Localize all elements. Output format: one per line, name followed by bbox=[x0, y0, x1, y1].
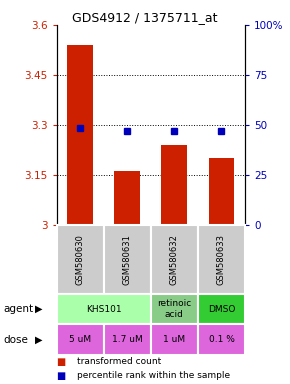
Text: 1.7 uM: 1.7 uM bbox=[112, 335, 143, 344]
Text: retinoic
acid: retinoic acid bbox=[157, 300, 191, 319]
Text: ▶: ▶ bbox=[35, 335, 43, 345]
Bar bbox=[198, 324, 245, 355]
Text: KHS101: KHS101 bbox=[86, 305, 122, 314]
Bar bbox=[57, 225, 104, 294]
Text: GSM580633: GSM580633 bbox=[217, 234, 226, 285]
Bar bbox=[151, 294, 198, 324]
Text: DMSO: DMSO bbox=[208, 305, 235, 314]
Text: ■: ■ bbox=[57, 371, 66, 381]
Text: ■: ■ bbox=[57, 357, 66, 367]
Text: GDS4912 / 1375711_at: GDS4912 / 1375711_at bbox=[72, 12, 218, 25]
Text: 5 uM: 5 uM bbox=[69, 335, 91, 344]
Bar bbox=[114, 171, 140, 225]
Text: ▶: ▶ bbox=[35, 304, 43, 314]
Bar bbox=[162, 145, 187, 225]
Text: GSM580632: GSM580632 bbox=[170, 234, 179, 285]
Text: dose: dose bbox=[3, 335, 28, 345]
Text: 0.1 %: 0.1 % bbox=[209, 335, 234, 344]
Bar bbox=[57, 294, 151, 324]
Bar bbox=[104, 324, 151, 355]
Bar bbox=[151, 225, 198, 294]
Bar bbox=[57, 324, 104, 355]
Text: GSM580631: GSM580631 bbox=[123, 234, 132, 285]
Bar bbox=[198, 225, 245, 294]
Bar bbox=[209, 158, 234, 225]
Text: transformed count: transformed count bbox=[77, 357, 161, 366]
Bar bbox=[104, 225, 151, 294]
Bar bbox=[198, 294, 245, 324]
Bar bbox=[67, 45, 93, 225]
Text: agent: agent bbox=[3, 304, 33, 314]
Text: percentile rank within the sample: percentile rank within the sample bbox=[77, 371, 230, 380]
Bar bbox=[151, 324, 198, 355]
Text: GSM580630: GSM580630 bbox=[76, 234, 85, 285]
Text: 1 uM: 1 uM bbox=[163, 335, 185, 344]
